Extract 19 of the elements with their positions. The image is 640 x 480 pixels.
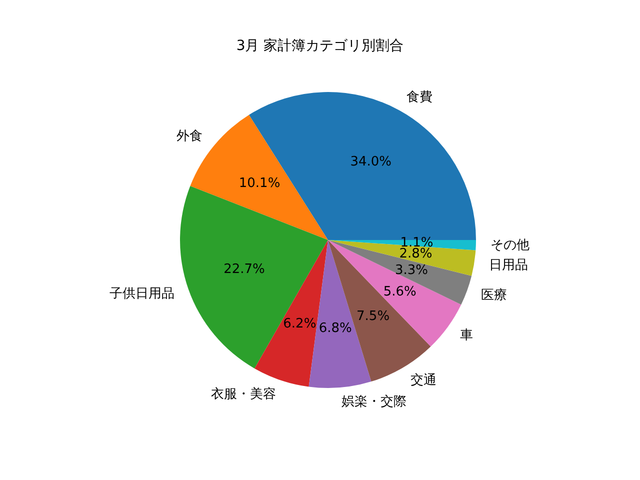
data-label: 3.3% — [394, 262, 428, 278]
slice-label: 娯楽・交際 — [342, 394, 407, 410]
slice-label: 医療 — [481, 288, 508, 304]
slice-label: 日用品 — [488, 258, 528, 273]
data-label: 34.0% — [350, 154, 392, 170]
chart-title: 3月 家計簿カテゴリ別割合 — [236, 38, 404, 54]
data-label: 6.2% — [283, 316, 316, 332]
slice-label: 食費 — [406, 90, 433, 105]
slice-label: 交通 — [410, 372, 437, 388]
data-label: 10.1% — [238, 176, 280, 191]
slice-label: 子供日用品 — [109, 286, 174, 302]
slice-label: 車 — [460, 328, 473, 344]
slice-label: 衣服・美容 — [211, 386, 276, 402]
slice-label: 外食 — [176, 128, 202, 144]
data-label: 5.6% — [383, 284, 416, 300]
data-label: 22.7% — [224, 262, 265, 278]
data-label: 6.8% — [318, 320, 352, 336]
slice-label: その他 — [490, 238, 530, 254]
data-label: 7.5% — [356, 309, 390, 324]
